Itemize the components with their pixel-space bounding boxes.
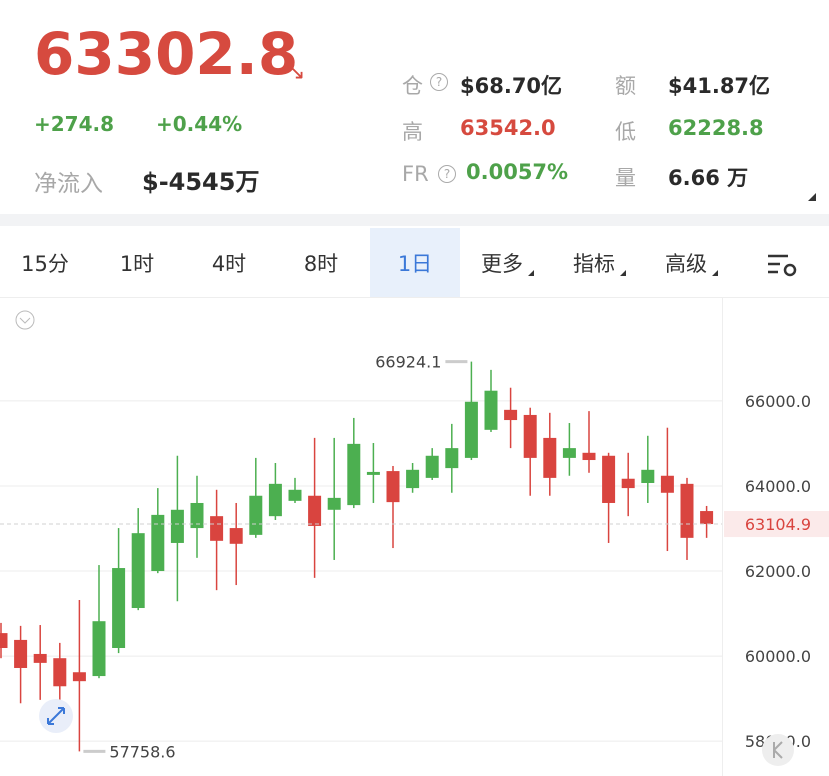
candle-body xyxy=(602,455,616,503)
candle-body xyxy=(425,455,439,478)
change-pct: +0.44% xyxy=(156,112,243,136)
price: 63302.8 xyxy=(34,20,299,88)
candle-body xyxy=(210,516,224,541)
chart: 58000.060000.062000.064000.066000.066924… xyxy=(0,298,829,776)
candle-body xyxy=(249,495,263,535)
kline-button xyxy=(762,734,794,766)
candle-body xyxy=(288,489,302,501)
tab[interactable]: 指标 xyxy=(573,252,615,276)
stat-value: 6.66 万 xyxy=(668,166,749,190)
candle-body xyxy=(562,448,576,458)
stat-value: 0.0057% xyxy=(466,160,569,184)
kline-icon xyxy=(773,741,783,759)
candle-body xyxy=(33,653,47,663)
last-price-box xyxy=(724,511,829,538)
candle-body xyxy=(0,633,8,648)
candle-body xyxy=(190,502,204,529)
min-label: 57758.6 xyxy=(109,742,175,761)
stat-value: 63542.0 xyxy=(460,116,556,140)
candle-body xyxy=(700,511,714,525)
candle-body xyxy=(543,437,557,478)
expand-corner[interactable] xyxy=(808,193,816,201)
collapse-button[interactable] xyxy=(15,310,35,330)
stat-label: 额 xyxy=(615,74,636,98)
net-inflow-label: 净流入 xyxy=(34,171,103,197)
last-price-label: 63104.9 xyxy=(745,515,811,534)
tab[interactable]: 高级 xyxy=(665,252,707,276)
tab-icons xyxy=(0,254,829,298)
expand-arrows xyxy=(47,707,65,725)
candle-body xyxy=(170,509,184,543)
stat-label: 低 xyxy=(615,120,636,144)
settings-icon[interactable] xyxy=(768,254,797,277)
candle-body xyxy=(268,483,282,517)
candle-body xyxy=(386,471,400,503)
candle-body xyxy=(445,448,459,469)
stat-label: 仓 xyxy=(402,74,423,98)
stat-label: 量 xyxy=(615,166,636,190)
y-tick-label: 60000.0 xyxy=(745,647,811,666)
help-icon[interactable]: ? xyxy=(430,73,448,91)
stat-value: $41.87亿 xyxy=(668,74,771,98)
candle-body xyxy=(347,443,361,506)
tab-active[interactable]: 1日 xyxy=(370,228,460,298)
stat-label: FR xyxy=(402,162,429,186)
net-inflow: $-4545万 xyxy=(142,168,260,196)
candle-body xyxy=(327,497,341,510)
candle-body xyxy=(406,469,420,489)
candle-body xyxy=(582,452,596,461)
candle-body xyxy=(366,471,380,475)
candle-body xyxy=(641,469,655,483)
stat-label: 高 xyxy=(402,120,423,144)
candle-body xyxy=(680,483,694,538)
candle-body xyxy=(660,475,674,493)
tab[interactable]: 8时 xyxy=(303,252,339,276)
candle-body xyxy=(308,495,322,526)
divider xyxy=(0,214,829,226)
expand-button[interactable] xyxy=(39,699,73,733)
y-tick-label: 62000.0 xyxy=(745,562,811,581)
trend-arrow: ↘ xyxy=(287,60,306,85)
y-tick-label: 64000.0 xyxy=(745,477,811,496)
y-tick-label: 66000.0 xyxy=(745,392,811,411)
max-label: 66924.1 xyxy=(375,353,441,372)
candle-body xyxy=(151,514,165,572)
candle-body xyxy=(229,528,243,544)
candle-body xyxy=(92,621,106,677)
tab[interactable]: 15分 xyxy=(21,252,69,276)
tab[interactable]: 4时 xyxy=(211,252,247,276)
candle-body xyxy=(53,658,67,687)
help-icon[interactable]: ? xyxy=(438,165,456,183)
tab[interactable]: 更多 xyxy=(481,252,523,276)
candle-body xyxy=(14,639,28,668)
candle-body xyxy=(131,533,145,609)
candle-body xyxy=(72,672,86,682)
tab[interactable]: 1时 xyxy=(119,252,155,276)
candle-body xyxy=(112,568,126,648)
change: +274.8 xyxy=(34,112,115,136)
candle-body xyxy=(621,478,635,489)
candle-body xyxy=(484,390,498,430)
candle-body xyxy=(504,409,518,421)
stat-value: $68.70亿 xyxy=(460,74,563,98)
stat-value: 62228.8 xyxy=(668,116,764,140)
candle-body xyxy=(464,401,478,458)
candle-body xyxy=(523,414,537,458)
